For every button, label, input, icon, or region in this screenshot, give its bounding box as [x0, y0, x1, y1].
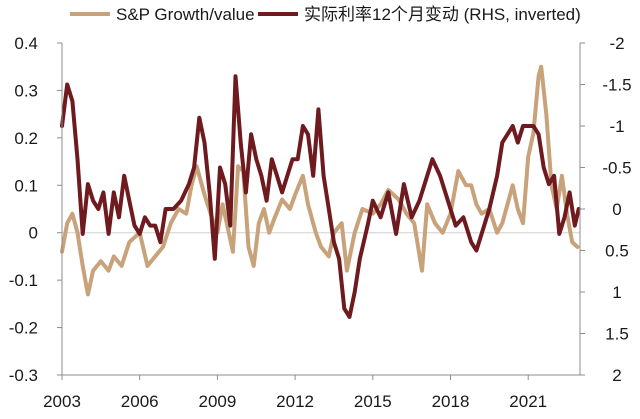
x-tick-label-2009: 2009 — [198, 392, 236, 411]
legend: S&P Growth/value 实际利率12个月变动 (RHS, invert… — [70, 5, 581, 24]
left-y-axis: -0.3 -0.2 -0.1 0 0.1 0.2 0.3 0.4 — [9, 34, 63, 385]
left-tick-label-7: 0.4 — [14, 34, 38, 53]
series-line-0 — [60, 64, 580, 297]
right-tick-label-4: 0 — [612, 200, 621, 219]
left-tick-label-5: 0.2 — [14, 129, 38, 148]
right-tick-label-2: -1 — [609, 117, 624, 136]
right-tick-label-6: 1 — [612, 283, 621, 302]
right-tick-label-1: -1.5 — [602, 76, 631, 95]
series-line-1 — [60, 74, 581, 319]
legend-label-real-rate: 实际利率12个月变动 (RHS, inverted) — [304, 5, 581, 24]
right-tick-label-8: 2 — [612, 366, 621, 385]
x-tick-label-2012: 2012 — [276, 392, 314, 411]
left-tick-label-6: 0.3 — [14, 81, 38, 100]
right-tick-label-0: -2 — [609, 34, 624, 53]
right-y-axis: -2 -1.5 -1 -0.5 0 0.5 1 1.5 2 — [579, 34, 632, 385]
x-tick-label-2006: 2006 — [121, 392, 159, 411]
legend-label-growth-value: S&P Growth/value — [116, 5, 255, 24]
right-tick-label-7: 1.5 — [605, 325, 629, 344]
left-tick-label-2: -0.1 — [9, 271, 38, 290]
left-tick-label-4: 0.1 — [14, 176, 38, 195]
left-tick-label-0: -0.3 — [9, 366, 38, 385]
x-tick-label-2003: 2003 — [43, 392, 81, 411]
left-tick-label-3: 0 — [29, 224, 38, 243]
x-tick-label-2018: 2018 — [432, 392, 470, 411]
left-tick-label-1: -0.2 — [9, 319, 38, 338]
series-layer — [60, 64, 581, 319]
x-tick-label-2021: 2021 — [509, 392, 547, 411]
x-tick-label-2015: 2015 — [354, 392, 392, 411]
right-tick-label-3: -0.5 — [602, 159, 631, 178]
x-axis: 2003 2006 2009 2012 2015 2018 2021 — [43, 374, 580, 411]
right-tick-label-5: 0.5 — [605, 242, 629, 261]
